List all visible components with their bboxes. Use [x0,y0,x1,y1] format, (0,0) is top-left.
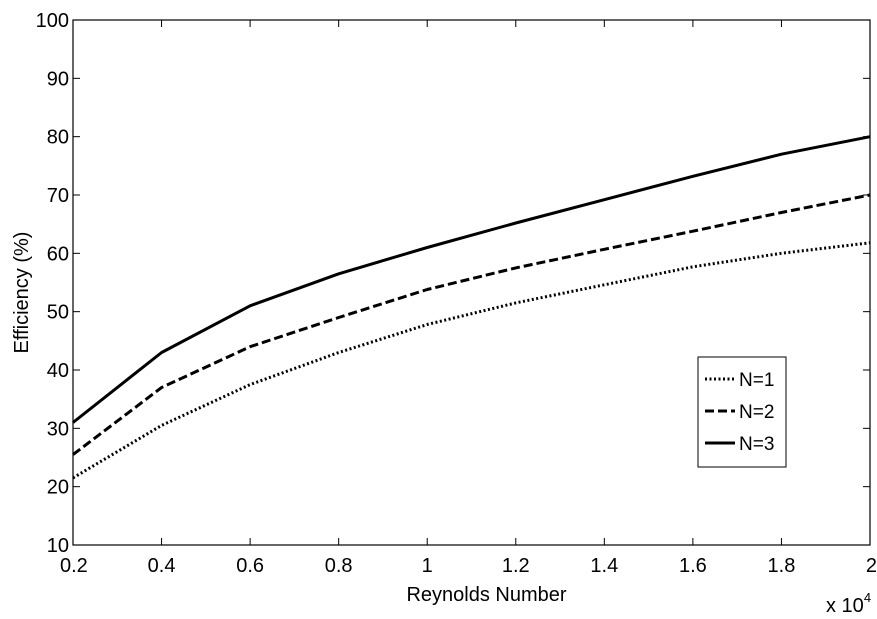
y-tick-label: 30 [47,418,69,440]
y-tick-label: 100 [36,10,69,32]
x-tick-label: 0.6 [236,555,264,577]
x-tick-label: 1.2 [502,555,530,577]
y-tick-label: 40 [47,360,69,382]
x-tick-labels: 0.2 0.4 0.6 0.8 1 1.2 1.4 1.6 1.8 2 [60,555,877,577]
y-tick-label: 10 [47,535,69,557]
legend: N=1 N=2 N=3 [698,357,786,467]
x-axis-label: Reynolds Number [406,584,566,606]
x-tick-label: 0.4 [148,555,176,577]
y-tick-label: 60 [47,243,69,265]
legend-label-N=3: N=3 [739,434,774,455]
x-tick-label: 1 [422,555,433,577]
x-axis-multiplier: x 104 [826,590,871,617]
x-tick-label: 1.8 [768,555,796,577]
x-tick-label: 0.2 [60,555,88,577]
legend-label-N=1: N=1 [739,370,774,391]
y-tick-label: 50 [47,302,69,324]
y-tick-label: 20 [47,477,69,499]
y-tick-label: 70 [47,185,69,207]
x-tick-label: 1.6 [679,555,707,577]
x-tick-label: 2 [866,555,877,577]
y-tick-label: 90 [47,68,69,90]
x-tick-label: 1.4 [590,555,618,577]
y-tick-labels: 10 20 30 40 50 60 70 80 90 100 [36,10,69,557]
y-tick-label: 80 [47,127,69,149]
x-tick-label: 0.8 [325,555,353,577]
x-multiplier-base: x 10 [826,595,864,617]
y-axis-label: Efficiency (%) [11,232,33,354]
legend-label-N=2: N=2 [739,402,774,423]
x-multiplier-exponent: 4 [864,590,871,605]
